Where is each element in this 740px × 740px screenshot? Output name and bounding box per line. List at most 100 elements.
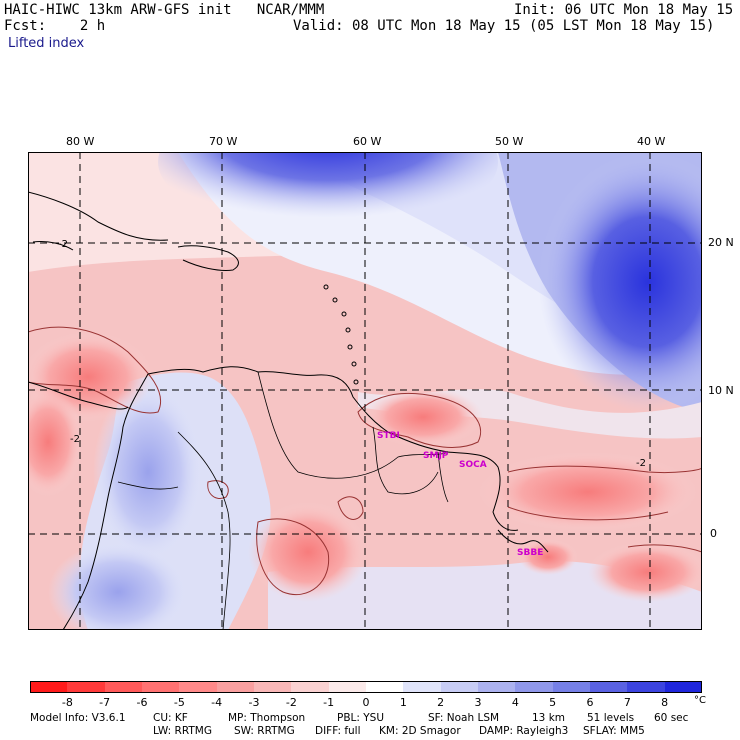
station-sbbe: SBBE	[517, 548, 544, 558]
contour-labels: -2 -2 -2	[58, 239, 646, 469]
contour-se	[627, 544, 702, 553]
colorbar-swatch	[216, 681, 255, 693]
colorbar-swatch	[291, 681, 330, 693]
footer-cu: CU: KF	[153, 712, 188, 724]
footer-diff: DIFF: full	[315, 725, 361, 737]
colorbar-swatch	[515, 681, 554, 693]
footer-levels: 51 levels	[587, 712, 635, 724]
colorbar-tick-label: 2	[437, 696, 445, 709]
footer-timestep: 60 sec	[654, 712, 689, 724]
island-4	[345, 327, 351, 333]
lon-label-50w: 50 W	[495, 135, 524, 148]
grid-lines	[28, 152, 702, 630]
footer-resolution: 13 km	[532, 712, 566, 724]
coastline-pacific-sa	[62, 373, 149, 630]
field-red-pacific	[28, 387, 83, 497]
footer-sf: SF: Noah LSM	[428, 712, 500, 724]
field-blue-andes-core	[93, 382, 203, 562]
border-guyana	[372, 426, 439, 495]
contour-label-1: -2	[58, 239, 68, 250]
colorbar-tick-label: -7	[99, 696, 111, 709]
island-7	[353, 379, 359, 385]
lat-label-0: 0	[710, 527, 717, 540]
contour-small-1	[337, 496, 364, 520]
init-time: Init: 06 UTC Mon 18 May 15	[514, 2, 734, 18]
station-soca: SOCA	[459, 460, 487, 470]
field-red-atlantic	[478, 452, 698, 532]
footer-sflay: SFLAY: MM5	[583, 725, 645, 737]
border-venezuela-brazil	[257, 371, 449, 479]
field-blue-core-east	[538, 152, 702, 412]
colorbar-swatch	[254, 681, 292, 693]
colorbar-swatch	[664, 681, 703, 693]
colorbar-tick-label: 5	[549, 696, 557, 709]
colorbar-tick-label: -1	[323, 696, 335, 709]
colorbar-frame	[30, 681, 702, 693]
colorbar-swatch	[142, 681, 180, 693]
island-5	[347, 344, 353, 350]
colorbar-tick-label: 1	[399, 696, 407, 709]
field-red-amazon-mouth	[518, 539, 578, 575]
lat-label-10n: 10 N	[708, 384, 734, 397]
colorbar-tick-label: 4	[511, 696, 519, 709]
colorbar-swatch	[590, 681, 628, 693]
field-name: Lifted index	[8, 36, 85, 51]
station-stbi: STBI	[377, 431, 400, 441]
field-blue-core-north	[158, 152, 498, 232]
contour-atlantic	[507, 465, 702, 473]
colorbar-swatch	[478, 681, 516, 693]
colorbar-swatch	[366, 681, 404, 693]
coastline-amazon-mouth	[497, 529, 549, 553]
footer-lw: LW: RRTMG	[153, 725, 212, 737]
lesser-antilles	[323, 284, 359, 385]
lifted-index-map: -2 -2 -2	[28, 152, 702, 630]
contour-label-3: -2	[636, 458, 646, 469]
coastlines	[28, 191, 549, 630]
lat-label-20n: 20 N	[708, 236, 734, 249]
border-suriname	[437, 451, 449, 503]
contour-label-2: -2	[70, 434, 80, 445]
colorbar-swatch	[627, 681, 666, 693]
colorbar-swatch	[552, 681, 591, 693]
colorbar-tick-label: 3	[474, 696, 482, 709]
footer-damp: DAMP: Rayleigh3	[479, 725, 569, 737]
colorbar-tick-label: -2	[285, 696, 297, 709]
field-red-amazon	[248, 502, 368, 602]
station-smjp: SMJP	[423, 451, 449, 461]
colorbar-unit: °C	[694, 695, 706, 706]
colorbar-tick-label: -5	[173, 696, 185, 709]
colorbar-swatch	[104, 681, 143, 693]
lon-label-80w: 80 W	[66, 135, 95, 148]
island-6	[351, 361, 357, 367]
colorbar-tick-label: -3	[248, 696, 260, 709]
colorbar-tick-label: -8	[61, 696, 73, 709]
field-red-se	[588, 542, 702, 602]
contour-panama	[28, 326, 162, 414]
colorbar-swatch	[403, 681, 442, 693]
field-blue-sw-core	[48, 542, 188, 630]
coastline-north-sa	[147, 366, 519, 531]
colorbar-tick-label: 8	[661, 696, 669, 709]
border-ecuador	[117, 481, 179, 490]
colorbar-tick-label: 7	[623, 696, 631, 709]
contour-small-2	[207, 480, 229, 499]
colorbar-tick-label: -6	[136, 696, 148, 709]
footer-sw: SW: RRTMG	[234, 725, 295, 737]
footer-mp: MP: Thompson	[228, 712, 306, 724]
contour-amazon	[256, 518, 330, 596]
island-1	[323, 284, 329, 290]
colorbar-swatch	[30, 681, 68, 693]
island-3	[341, 311, 347, 317]
map-frame	[28, 152, 702, 630]
footer-model-info: Model Info: V3.6.1	[30, 712, 126, 724]
coastline-hispaniola	[177, 245, 239, 271]
model-title: HAIC-HIWC 13km ARW-GFS init NCAR/MMM	[4, 2, 325, 18]
coastline-cuba	[28, 191, 169, 241]
colorbar-tick-label: 0	[362, 696, 370, 709]
lon-label-60w: 60 W	[353, 135, 382, 148]
island-2	[332, 297, 338, 303]
footer-pbl: PBL: YSU	[337, 712, 385, 724]
colorbar-swatch	[440, 681, 479, 693]
borders	[117, 371, 449, 630]
lon-label-40w: 40 W	[637, 135, 666, 148]
